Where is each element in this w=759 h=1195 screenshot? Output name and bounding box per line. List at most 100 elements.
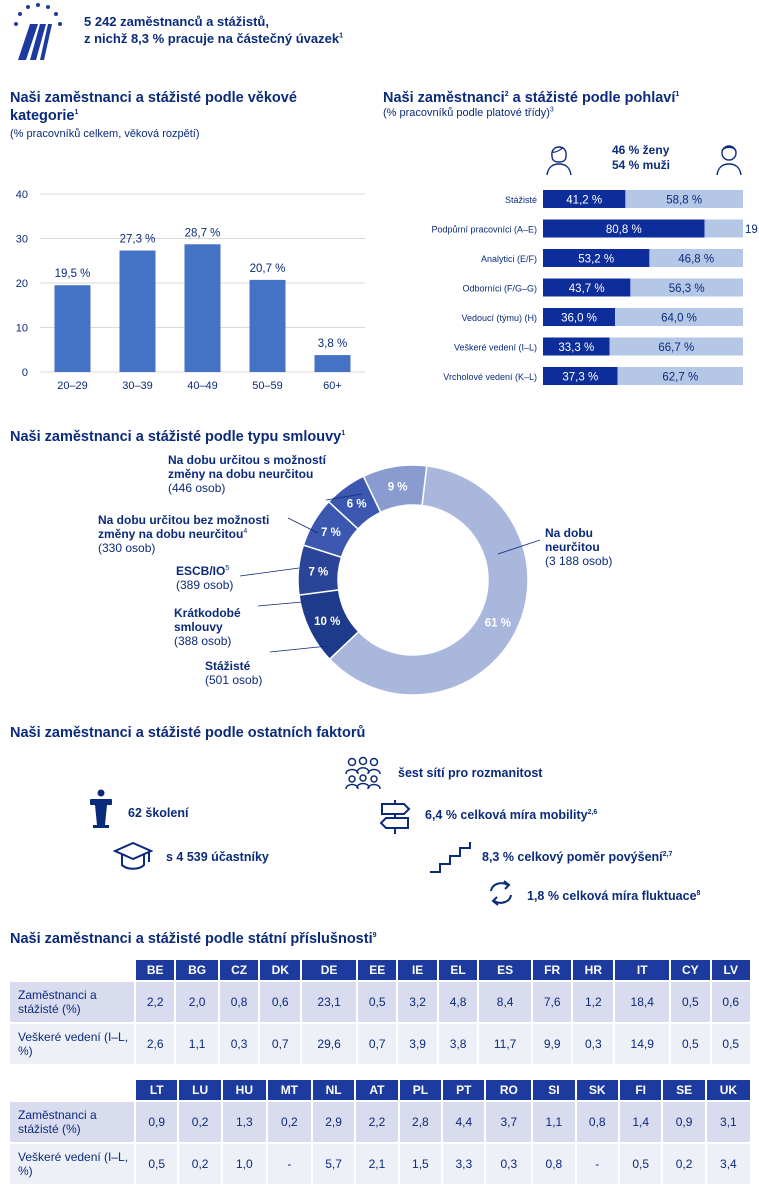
- country-code-cell: RO: [486, 1080, 532, 1100]
- footnote-ref: 2,7: [662, 850, 673, 858]
- country-code-cell: EL: [438, 960, 478, 980]
- age-subtitle: (% pracovníků celkem, věková rozpětí): [10, 128, 200, 140]
- footnote-ref: 4: [243, 528, 248, 535]
- y-tick-label: 40: [16, 189, 28, 201]
- women-value-label: 43,7 %: [569, 283, 605, 295]
- country-code-cell: DK: [260, 960, 301, 980]
- label-escb-count: (389 osob): [176, 578, 234, 592]
- fact-mobility: 6,4 % celková míra mobility2,6: [425, 808, 597, 822]
- management-value-cell: 3,3: [443, 1144, 485, 1184]
- donut-value-label: 6 %: [347, 498, 367, 510]
- bar-women: [543, 219, 705, 238]
- label-trainees-count: (501 osob): [205, 673, 263, 687]
- gender-legend: 46 % ženy 54 % muži: [612, 143, 670, 173]
- staff-value-cell: 0,9: [136, 1102, 178, 1142]
- management-value-cell: 11,7: [479, 1024, 531, 1064]
- management-value-cell: 1,5: [399, 1144, 442, 1184]
- x-tick-label: 20–29: [57, 380, 88, 392]
- management-value-cell: 0,5: [136, 1144, 178, 1184]
- gender-title-text-a: Naši zaměstnanci: [383, 90, 505, 106]
- header-line1: 5 242 zaměstnanců a stážistů,: [84, 14, 269, 29]
- women-value-label: 36,0 %: [561, 313, 597, 325]
- leader-line: [497, 539, 541, 555]
- management-value-cell: -: [576, 1144, 618, 1184]
- bar-women: [543, 249, 650, 267]
- category-label: Vrcholové vedení (K–L): [443, 372, 537, 382]
- bar-women: [543, 367, 618, 385]
- bar-value-label: 19,5 %: [55, 268, 91, 280]
- man-icon: [715, 140, 743, 181]
- label-permanent-title: Na dobu neurčitou: [545, 526, 600, 554]
- people-group-icon: [343, 756, 383, 795]
- stairs-icon: [428, 840, 476, 879]
- woman-icon: [545, 140, 573, 181]
- leader-line: [257, 601, 303, 607]
- label-convertible: Na dobu určitou s možností změny na dobu…: [168, 453, 348, 495]
- staff-value-cell: 0,5: [671, 982, 710, 1022]
- management-value-cell: 0,5: [619, 1144, 662, 1184]
- signpost-icon: [378, 798, 412, 841]
- age-title-text: Naši zaměstnanci a stážisté podle věkové…: [10, 90, 297, 124]
- leader-line: [287, 517, 319, 534]
- footnote-ref: 1: [74, 109, 79, 117]
- table-row-staff: Zaměstnanci a stážisté (%) 0,9 0,2 1,3 0,2 2…: [10, 1102, 750, 1142]
- age-title: Naši zaměstnanci a stážisté podle věkové…: [10, 89, 360, 125]
- staff-value-cell: 0,9: [663, 1102, 705, 1142]
- bar-value-label: 27,3 %: [120, 234, 156, 246]
- fact-participants: s 4 539 účastníky: [166, 850, 269, 864]
- bar-men: [630, 278, 743, 297]
- women-value-label: 33,3 %: [558, 342, 594, 354]
- table-corner: [10, 960, 134, 980]
- legend-women: 46 % ženy: [612, 143, 670, 157]
- country-code-cell: HU: [222, 1080, 266, 1100]
- contract-donut-chart: 61 % 10 % 7 % 7 % 6 % 9 %: [239, 464, 541, 696]
- management-value-cell: 0,5: [671, 1024, 710, 1064]
- staff-value-cell: 2,0: [176, 982, 218, 1022]
- x-tick-label: 30–39: [122, 380, 153, 392]
- management-value-cell: 0,3: [486, 1144, 532, 1184]
- country-code-cell: BE: [136, 960, 175, 980]
- category-label: Analytici (E/F): [481, 254, 537, 264]
- x-tick-label: 50–59: [252, 380, 283, 392]
- country-code-cell: EE: [357, 960, 397, 980]
- men-value-label: 19,2 %: [745, 224, 759, 236]
- table-row-staff: Zaměstnanci a stážisté (%) 2,2 2,0 0,8 0,6 2…: [10, 982, 750, 1022]
- fact-trainings: 62 školení: [128, 806, 189, 820]
- staff-value-cell: 8,4: [479, 982, 531, 1022]
- label-escb: ESCB/IO5 (389 osob): [176, 564, 233, 592]
- bar-men: [649, 249, 743, 267]
- gender-subtitle-text: (% pracovníků podle platové třídy): [383, 107, 550, 119]
- management-value-cell: 3,8: [438, 1024, 478, 1064]
- management-value-cell: 0,7: [357, 1024, 397, 1064]
- country-code-cell: SK: [576, 1080, 618, 1100]
- fact-turnover: 1,8 % celková míra fluktuace8: [527, 889, 700, 903]
- staff-value-cell: 2,2: [356, 1102, 398, 1142]
- bar: [314, 355, 351, 372]
- bar: [184, 244, 221, 372]
- bar: [54, 285, 91, 372]
- staff-value-cell: 0,2: [267, 1102, 311, 1142]
- bar-men: [625, 190, 743, 208]
- y-tick-label: 20: [16, 278, 28, 290]
- donut-value-label: 7 %: [308, 567, 328, 579]
- donut-value-label: 61 %: [485, 618, 511, 630]
- bar-men: [609, 337, 743, 356]
- gender-subtitle: (% pracovníků podle platové třídy)3: [383, 106, 554, 119]
- management-value-cell: 0,2: [179, 1144, 221, 1184]
- staff-value-cell: 1,4: [619, 1102, 662, 1142]
- bar-men: [615, 308, 743, 326]
- management-value-cell: 5,7: [312, 1144, 355, 1184]
- donut-value-label: 9 %: [388, 481, 408, 493]
- x-tick-label: 40–49: [187, 380, 218, 392]
- staff-value-cell: 1,2: [573, 982, 614, 1022]
- management-value-cell: 3,9: [398, 1024, 437, 1064]
- footnote-ref: 9: [372, 932, 377, 940]
- staff-value-cell: 1,3: [222, 1102, 266, 1142]
- country-code-cell: LU: [179, 1080, 221, 1100]
- y-tick-label: 30: [16, 234, 28, 246]
- category-label: Odborníci (F/G–G): [462, 284, 537, 294]
- bar-women: [543, 308, 615, 326]
- staff-value-cell: 0,6: [260, 982, 301, 1022]
- bar-women: [543, 190, 626, 208]
- category-label: Stážisté: [505, 195, 537, 205]
